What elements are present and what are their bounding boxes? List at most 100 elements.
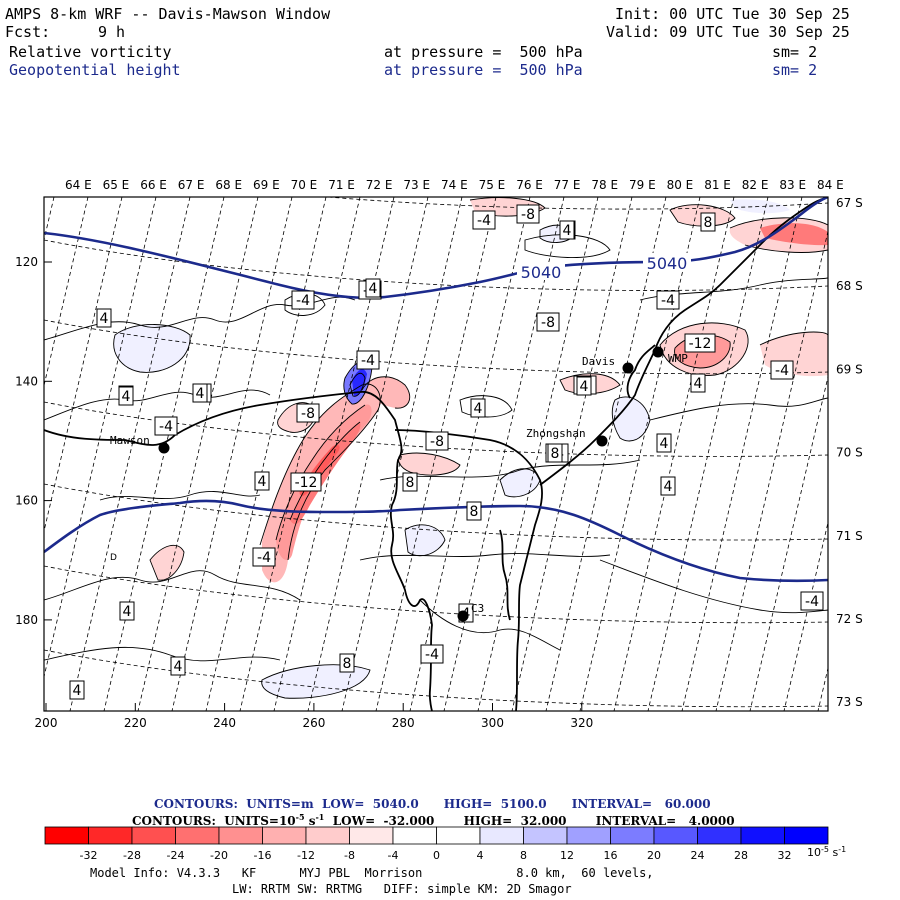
colorbar-label: -32 [80,849,98,862]
colorbar-segment [610,826,655,845]
colorbar-label: 8 [520,849,527,862]
contour-label: 8 [343,656,352,672]
station-label: Zhongshan [526,427,586,440]
x-tick-label: 260 [302,716,325,730]
x-tick-label: 280 [392,716,415,730]
x-tick-labels: 200 220 240 260 280 300 320 [35,703,593,730]
small-mark: D [110,553,117,563]
contour-label: -12 [295,475,318,491]
contour-label: 8 [406,475,415,491]
contour-label: 4 [258,474,267,490]
contour-label-box [690,373,706,393]
field1-smoothing: sm= 2 [772,43,818,61]
contour-label-box [516,204,540,224]
y-tick-label: 180 [15,613,38,627]
vorticity-contours [44,197,828,699]
lat-label: 71 S [836,529,863,543]
lon-label: 77 E [554,178,581,192]
lon-label: 79 E [629,178,656,192]
contours2-unit-sup: -1 [315,812,325,822]
height-label-bg [643,253,691,271]
contour-label: 4 [196,386,205,402]
colorbar-segment [436,826,481,845]
lat-label: 69 S [836,362,863,376]
colorbar-label: 0 [433,849,440,862]
contour-label: 4 [664,479,673,495]
contour-label: -4 [775,363,789,379]
contour-label: -4 [159,419,173,435]
colorbar-label: 20 [647,849,661,862]
y-tick-label: 120 [15,255,38,269]
height-contours-info: CONTOURS: UNITS=m LOW= 5040.0 HIGH= 5100… [154,797,711,811]
pos-vort-region [261,664,370,699]
contour-label: -12 [689,336,712,352]
lon-label: 66 E [140,178,167,192]
x-tick-label: 320 [570,716,593,730]
contour-label-box [339,653,355,673]
lat-label: 73 S [836,695,863,709]
lon-label: 72 E [366,178,393,192]
contour-label-box [425,431,449,451]
model-info: Model Info: V4.3.3 KF MYJ PBL Morrison 8… [90,866,654,880]
contour-label: 4 [73,683,82,699]
contour-label: 4 [100,311,109,327]
colorbar-segment [392,826,437,845]
lon-label: 71 E [328,178,355,192]
plot-title: AMPS 8-km WRF -- Davis-Mawson Window [5,5,331,23]
contour-label: -8 [521,207,535,223]
field2-level: at pressure = 500 hPa [384,61,583,79]
colorbar-label: 4 [477,849,484,862]
lon-label: 64 E [65,178,92,192]
pos-vort-region [500,468,540,497]
forecast-label: Fcst: [5,23,51,41]
contour-label: -4 [477,213,491,229]
contour-label: 4 [123,604,132,620]
colorbar-label: -12 [297,849,315,862]
contour-label-box [356,350,380,370]
contour-label-box [700,212,716,232]
pos-vort-region [612,396,650,441]
colorbar-segment [218,826,263,845]
colorbar-segment [697,826,742,845]
lon-label: 74 E [441,178,468,192]
contour-label-box [547,443,563,463]
pos-vort-region [405,524,445,556]
height-label: 5040 [647,254,688,273]
contour-label: -8 [301,406,315,422]
lon-label: 82 E [742,178,769,192]
field2-name: Geopotential height [9,61,181,79]
field2-smoothing: sm= 2 [772,61,818,79]
map-background [44,197,828,711]
contour-label-box [576,376,592,396]
colorbar-label: -20 [210,849,228,862]
colorbar-segment [784,826,829,845]
stations: Mawson Davis Zhongshan WMP C3 [110,346,688,622]
colorbar-label: 32 [778,849,792,862]
contour-label: -8 [430,434,444,450]
neg-vort-region [362,376,410,409]
contour-label: -4 [425,647,439,663]
lon-label: 83 E [779,178,806,192]
contour-label: 4 [174,659,183,675]
contour-label-box [420,644,444,664]
lon-label: 81 E [704,178,731,192]
height-label-bg [517,262,565,280]
y-tick-label: 160 [15,494,38,508]
neg-vort-region [290,422,361,525]
x-tick-label: 300 [481,716,504,730]
lon-label: 68 E [215,178,242,192]
colorbar-segment [88,826,133,845]
pos-vort-region [113,324,191,373]
lat-label: 70 S [836,446,863,460]
lat-label: 68 S [836,279,863,293]
valid-time: Valid: 09 UTC Tue 30 Sep 25 [606,23,850,41]
colorbar: -32 -28 -24 -20 -16 -12 -8 -4 0 4 8 12 16 20 24 28 32 10-… [44,826,846,862]
contour-label-box [800,591,824,611]
contour-label-box [192,383,208,403]
parallel-lines [44,197,828,708]
colorbar-segment [740,826,785,845]
contour-labels: -4 -8 4 8 -4 -4 4 -8 4 -4 -12 4 -4 -4 4 8 8 4 -4 -8 -4 4 4 -12 -… [69,204,824,700]
lat-label: 72 S [836,612,863,626]
contour-label-box [154,416,178,436]
